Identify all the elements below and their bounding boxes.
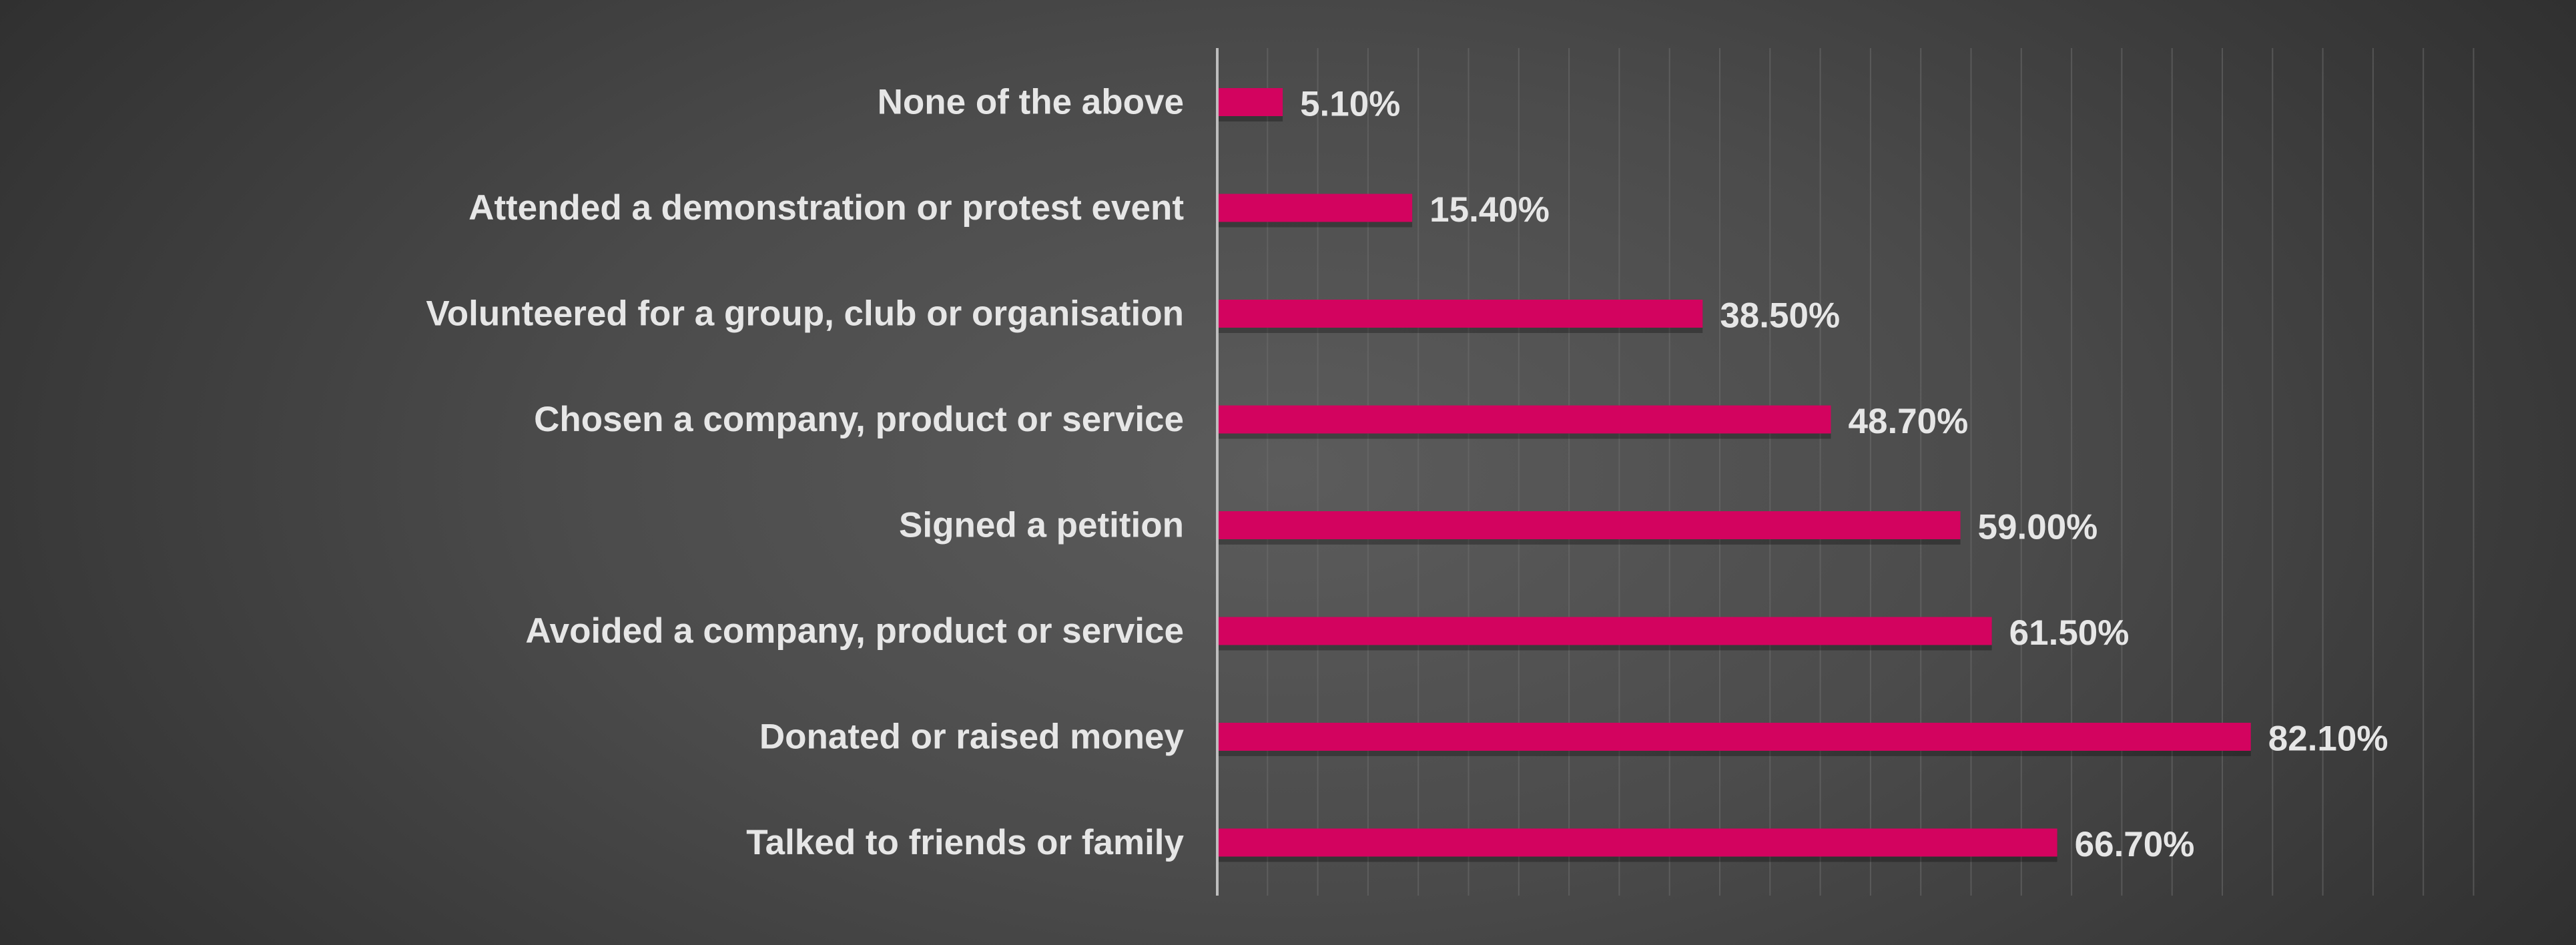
value-label: 66.70%	[2075, 825, 2195, 864]
bar	[1219, 405, 1831, 434]
value-label: 15.40%	[1429, 190, 1550, 230]
category-label: None of the above	[878, 83, 1184, 122]
category-label: Avoided a company, product or service	[525, 611, 1184, 651]
category-label: Attended a demonstration or protest even…	[468, 188, 1184, 228]
gridlines	[1267, 48, 2475, 896]
value-label: 61.50%	[2009, 613, 2130, 653]
value-label: 59.00%	[1978, 508, 2098, 547]
category-label: Signed a petition	[899, 506, 1184, 545]
category-label: Donated or raised money	[759, 717, 1185, 757]
value-labels: 5.10% 15.40% 38.50% 48.70% 59.00% 61.50% 82.10…	[1300, 85, 2388, 865]
category-label: Volunteered for a group, club or organis…	[426, 294, 1184, 334]
bar	[1219, 300, 1703, 328]
bar	[1219, 88, 1283, 116]
value-label: 5.10%	[1300, 85, 1400, 124]
value-label: 38.50%	[1720, 296, 1840, 336]
category-label: Talked to friends or family	[746, 823, 1184, 862]
bar	[1219, 723, 2251, 751]
category-labels: None of the above Attended a demonstratio…	[426, 83, 1184, 863]
value-label: 48.70%	[1849, 402, 1969, 441]
category-label: Chosen a company, product or service	[534, 400, 1184, 439]
bar	[1219, 828, 2057, 857]
bar	[1219, 194, 1413, 222]
bar	[1219, 511, 1961, 539]
bar	[1219, 617, 1992, 645]
bars	[1219, 88, 2251, 862]
value-label: 82.10%	[2268, 719, 2388, 759]
